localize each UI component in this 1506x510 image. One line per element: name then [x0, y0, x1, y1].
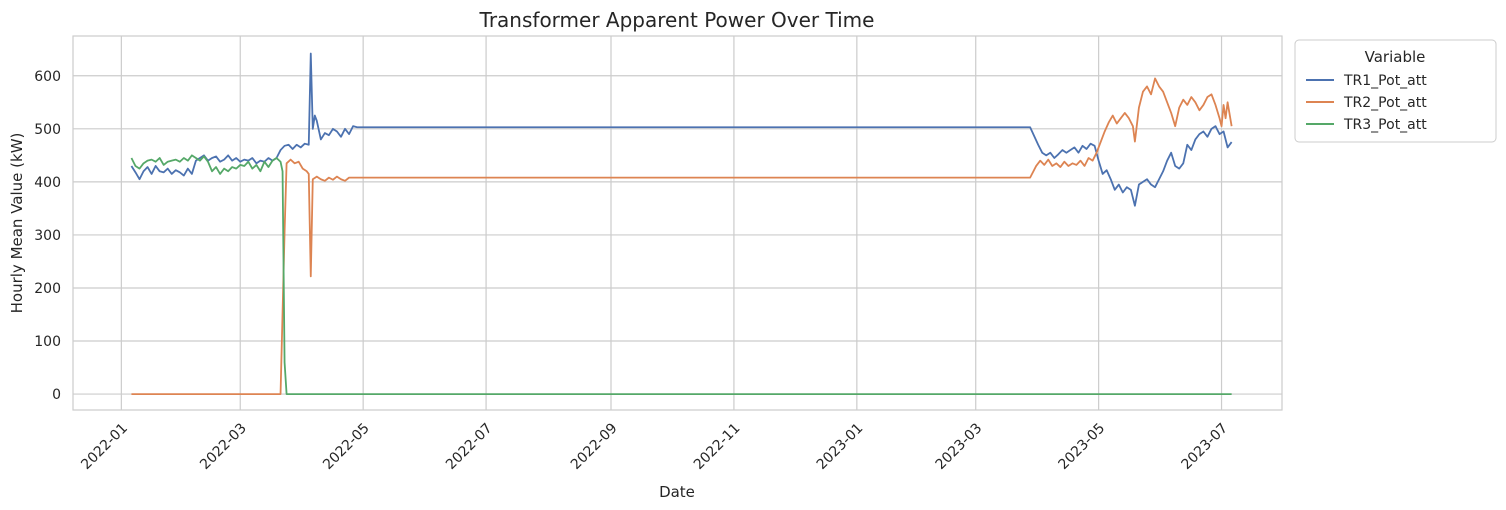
legend-title: Variable	[1365, 48, 1426, 66]
x-tick-label: 2022-09	[568, 420, 621, 473]
x-tick-label: 2022-03	[197, 420, 250, 473]
x-tick-label: 2023-05	[1056, 420, 1109, 473]
series-line-TR3_Pot_att	[130, 154, 1232, 395]
chart-title: Transformer Apparent Power Over Time	[479, 8, 875, 32]
plot-frame	[72, 35, 1283, 411]
legend-label-TR2_Pot_att: TR2_Pot_att	[1343, 95, 1427, 111]
x-axis-label: Date	[659, 483, 695, 501]
y-tick-labels: 0 100 200 300 400 500 600	[34, 69, 61, 403]
y-axis-label: Hourly Mean Value (kW)	[8, 133, 26, 314]
legend: Variable TR1_Pot_att TR2_Pot_att TR3_Pot_a…	[1294, 39, 1497, 143]
y-tick-label: 100	[34, 334, 61, 350]
x-tick-label: 2022-01	[78, 420, 131, 473]
x-tick-label: 2022-11	[691, 420, 744, 473]
legend-label-TR1_Pot_att: TR1_Pot_att	[1343, 73, 1427, 89]
series-lines	[130, 52, 1233, 395]
x-tick-label: 2022-05	[320, 420, 373, 473]
y-tick-label: 500	[34, 122, 61, 138]
y-tick-label: 400	[34, 175, 61, 191]
plot-background	[73, 36, 1282, 410]
y-tick-label: 600	[34, 69, 61, 85]
x-tick-labels: 2022-01 2022-03 2022-05 2022-07 2022-09 2022-…	[78, 420, 1231, 473]
legend-items: TR1_Pot_att TR2_Pot_att TR3_Pot_att	[1306, 73, 1427, 133]
y-tick-label: 200	[34, 281, 61, 297]
legend-label-TR3_Pot_att: TR3_Pot_att	[1343, 117, 1427, 133]
x-tick-label: 2023-01	[814, 420, 867, 473]
y-tick-label: 300	[34, 228, 61, 244]
y-tick-label: 0	[52, 387, 61, 403]
grid	[73, 36, 1282, 410]
x-tick-label: 2022-07	[443, 420, 496, 473]
series-line-TR2_Pot_att	[131, 77, 1233, 395]
legend-box	[1294, 39, 1497, 143]
x-tick-label: 2023-07	[1178, 420, 1231, 473]
x-tick-label: 2023-03	[933, 420, 986, 473]
